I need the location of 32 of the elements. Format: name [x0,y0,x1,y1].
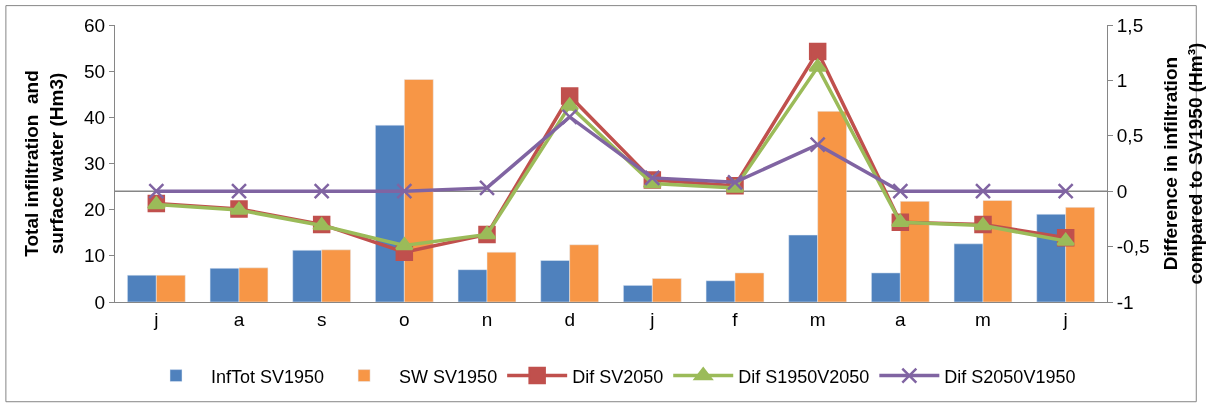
y2-tick-label: 0 [1116,180,1128,202]
y-axis-title: Total infiltration and surface water (Hm3) [21,70,67,257]
y-tick-label: 20 [84,199,106,221]
y2-tick-label: 1 [1116,70,1128,92]
x-tick-label: o [399,308,410,330]
x-tick-label: d [564,308,575,330]
legend-label: SW SV1950 [399,366,498,387]
x-tick-label: f [732,308,739,330]
y-tick-label: 0 [94,291,106,313]
y2-axis-title: Difference in infiltration compared to SV1950 (Hm³) [1160,42,1207,285]
x-tick-label: m [809,308,826,330]
x-tick-label: s [316,308,327,330]
x-tick-label: j [1062,308,1068,330]
y2-tick-label: -1 [1116,291,1134,313]
y-tick-label: 40 [84,106,106,128]
y-tick-label: 50 [84,60,106,82]
legend-label: Dif S1950V2050 [738,366,870,387]
y2-tick-label: -0,5 [1116,236,1150,258]
x-tick-label: j [153,308,159,330]
x-tick-label: n [481,308,493,330]
x-tick-label: a [233,308,245,330]
y-tick-label: 10 [84,245,106,267]
legend-label: InfTot SV1950 [211,366,325,387]
legend-label: Dif S2050V1950 [944,366,1076,387]
legend-label: Dif SV2050 [572,366,664,387]
y2-tick-label: 0,5 [1116,125,1144,147]
y-tick-label: 60 [84,14,106,36]
y2-tick-label: 1,5 [1116,14,1144,36]
x-tick-label: j [649,308,655,330]
x-tick-label: a [895,308,907,330]
x-tick-label: m [975,308,991,330]
y-tick-label: 30 [84,153,106,175]
